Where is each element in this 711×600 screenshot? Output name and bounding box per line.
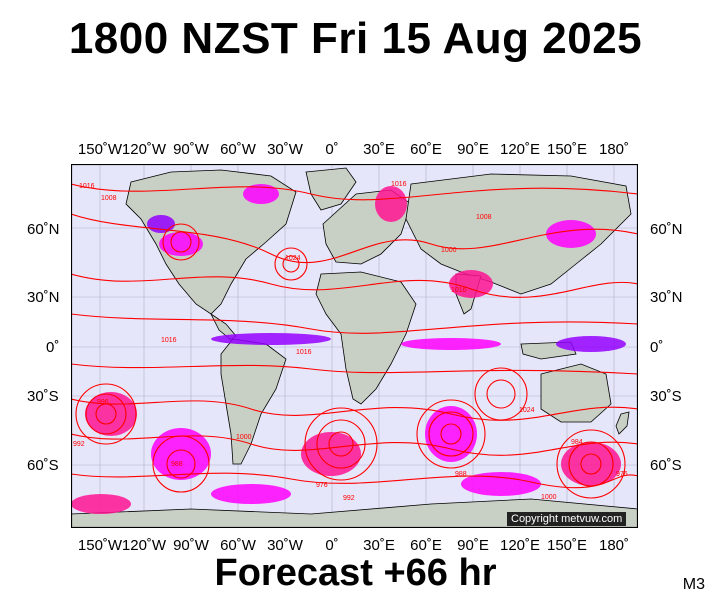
lon-label: 60˚W: [220, 141, 256, 158]
land-masses: [71, 167, 638, 528]
precip-patch: [556, 336, 626, 352]
weather-map: 1016 1008 1024 1016 1008 1016 1000 1016 …: [71, 164, 638, 528]
forecast-label: Forecast +66 hr: [214, 552, 497, 594]
lat-label: 30˚N: [650, 289, 683, 306]
isobar-label: 1016: [79, 183, 95, 190]
africa: [315, 271, 417, 405]
lon-label: 60˚W: [220, 537, 256, 554]
precipitation: [71, 184, 626, 514]
precip-patch: [243, 184, 279, 204]
precip-patch: [71, 494, 131, 514]
isobar-label: 976: [616, 471, 628, 478]
isobar-label: 996: [97, 399, 109, 406]
isobar-label: 992: [343, 495, 355, 502]
lat-label: 30˚S: [27, 388, 59, 405]
isobar-label: 976: [316, 482, 328, 489]
precip-patch: [561, 442, 621, 486]
lon-label: 150˚W: [77, 141, 123, 158]
precip-patch: [211, 484, 291, 504]
isobar-label: 1000: [441, 247, 457, 254]
isobar-label: 1016: [451, 287, 467, 294]
australia: [540, 363, 612, 423]
lon-label: 60˚E: [410, 141, 442, 158]
lon-label: 180˚: [598, 141, 630, 158]
lon-label: 0˚: [325, 537, 339, 554]
isobar-label: 988: [455, 471, 467, 478]
isobar-label: 1000: [541, 494, 557, 501]
lat-label: 0˚: [650, 339, 664, 356]
lon-label: 30˚E: [363, 141, 395, 158]
isobar-label: 992: [73, 441, 85, 448]
isobar-label: 1000: [236, 434, 252, 441]
lon-label: 150˚E: [546, 141, 588, 158]
lon-label: 120˚E: [499, 141, 541, 158]
asia: [405, 173, 632, 295]
lon-label: 150˚E: [546, 537, 588, 554]
precip-patch: [546, 220, 596, 248]
isobar-label: 1016: [391, 181, 407, 188]
precip-patch: [375, 186, 407, 222]
model-label: M3: [682, 576, 705, 593]
lon-label: 120˚W: [121, 141, 167, 158]
isobar-label: 1008: [101, 195, 117, 202]
precip-patch: [211, 333, 331, 345]
precip-patch: [301, 432, 361, 476]
precip-patch: [449, 270, 493, 298]
new-zealand: [615, 411, 630, 435]
copyright-notice: Copyright metvuw.com: [507, 512, 627, 526]
lon-label: 150˚W: [77, 537, 123, 554]
antarctica: [71, 498, 638, 528]
precip-patch: [425, 406, 477, 462]
lon-label: 120˚W: [121, 537, 167, 554]
lat-label: 30˚N: [27, 289, 60, 306]
lon-label: 30˚E: [363, 537, 395, 554]
precip-patch: [461, 472, 541, 496]
lon-label: 30˚W: [267, 537, 303, 554]
lon-label: 60˚E: [410, 537, 442, 554]
lat-label: 60˚S: [650, 457, 682, 474]
lon-label: 0˚: [325, 141, 339, 158]
lat-label: 60˚S: [27, 457, 59, 474]
lon-label: 180˚: [598, 537, 630, 554]
lon-label: 120˚E: [499, 537, 541, 554]
isobar-label: 984: [571, 439, 583, 446]
lon-label: 90˚W: [173, 537, 209, 554]
isobar-label: 1016: [296, 349, 312, 356]
lat-label: 60˚N: [650, 221, 683, 238]
precip-patch: [159, 232, 203, 256]
north-america: [125, 169, 297, 315]
map-title: 1800 NZST Fri 15 Aug 2025: [68, 14, 643, 63]
isobars: [71, 183, 638, 499]
precip-patch: [401, 338, 501, 350]
lat-label: 60˚N: [27, 221, 60, 238]
map-frame: [71, 164, 638, 528]
lon-label: 90˚E: [457, 537, 489, 554]
isobar-label: 1024: [519, 407, 535, 414]
lon-label: 30˚W: [267, 141, 303, 158]
isobar-label: 988: [171, 461, 183, 468]
lon-label: 90˚E: [457, 141, 489, 158]
lon-label: 90˚W: [173, 141, 209, 158]
precip-patch: [151, 428, 211, 480]
south-america: [220, 338, 287, 465]
isobar-labels: 1016 1008 1024 1016 1008 1016 1000 1016 …: [73, 181, 628, 502]
isobar-label: 1016: [161, 337, 177, 344]
lat-label: 30˚S: [650, 388, 682, 405]
isobar-label: 1008: [476, 214, 492, 221]
lat-label: 0˚: [46, 339, 60, 356]
isobar-label: 1024: [285, 255, 301, 262]
